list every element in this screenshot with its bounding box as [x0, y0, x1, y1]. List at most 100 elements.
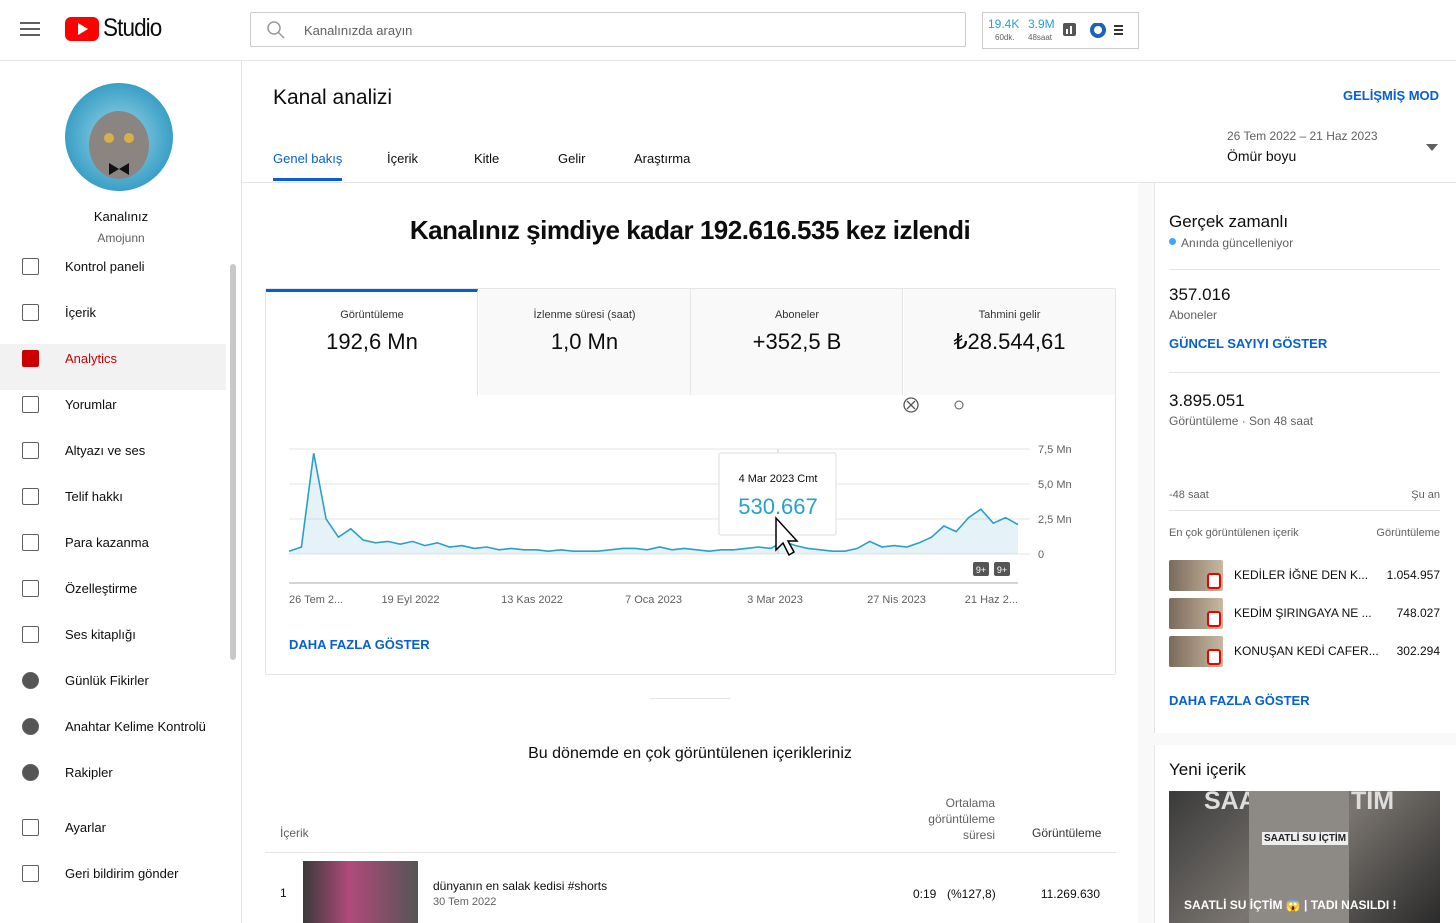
search-box[interactable]: Kanalınızda arayın	[250, 12, 966, 47]
nav-icon	[22, 819, 39, 836]
tab[interactable]: Kitle	[474, 151, 500, 166]
divider	[1169, 269, 1440, 270]
views-count: 3.895.051	[1169, 391, 1245, 410]
nav-item[interactable]: Telif hakkı	[65, 489, 123, 504]
realtime-title: Gerçek zamanlı	[1169, 212, 1289, 231]
nav-icon	[22, 865, 39, 882]
nav-item[interactable]: Yorumlar	[65, 397, 117, 412]
nav-icon	[22, 718, 39, 735]
headline: Kanalınız şimdiye kadar 192.616.535 kez …	[409, 215, 971, 245]
nav-item[interactable]: Ses kitaplığı	[65, 627, 136, 642]
metric-value: ₺28.544,61	[953, 329, 1066, 354]
show-count[interactable]: GÜNCEL SAYIYI GÖSTER	[1169, 336, 1328, 351]
metric-tab[interactable]	[903, 289, 1116, 395]
tab[interactable]: İçerik	[387, 151, 419, 166]
thumbnail[interactable]	[303, 861, 418, 923]
menu-button[interactable]	[20, 21, 40, 37]
y-tick-label: 7,5 Mn	[1038, 444, 1072, 456]
column-header: Ortalama görüntüleme süresi	[928, 796, 995, 842]
tab[interactable]: Gelir	[558, 151, 586, 166]
nav-item[interactable]: Para kazanma	[65, 535, 149, 550]
nav-item[interactable]: Anahtar Kelime Kontrolü	[65, 719, 206, 734]
nav-icon	[22, 304, 39, 321]
video-title[interactable]: KEDİM ŞIRINGAYA NE ...	[1234, 606, 1372, 620]
cursor	[775, 516, 799, 557]
search-placeholder: Kanalınızda arayın	[304, 23, 413, 38]
nav-icon	[22, 672, 39, 689]
channel-avatar[interactable]	[65, 83, 173, 191]
top-bar: Studio Kanalınızda arayın 19.4K 60dk. 3.…	[0, 0, 1456, 61]
nav-item[interactable]: İçerik	[65, 305, 97, 320]
sidebar: Kanalınız Amojunn Kontrol paneli İçerik An…	[0, 61, 242, 923]
axis-label: -48 saat	[1169, 489, 1209, 501]
nav-icon	[22, 580, 39, 597]
new-content-thumbnail[interactable]: SAA TİM SAATLİ SU İÇTİM SAATLİ SU İÇTİM …	[1169, 791, 1440, 923]
duration-percent: (%127,8)	[947, 887, 996, 901]
live-dot	[1169, 238, 1176, 245]
x-tick-label: 13 Kas 2022	[501, 594, 563, 606]
y-tick-label: 5,0 Mn	[1038, 479, 1072, 491]
advanced-mode[interactable]: GELİŞMİŞ MOD	[1343, 88, 1440, 103]
stat-sub: 60dk.	[995, 33, 1015, 42]
nav-item[interactable]: Altyazı ve ses	[65, 443, 146, 458]
caption: SAATLİ SU İÇTİM 😱 | TADI NASILDI !	[1184, 898, 1397, 912]
duration: 0:19	[913, 887, 937, 901]
metric-value: +352,5 B	[752, 329, 842, 354]
nav-icon	[22, 534, 39, 551]
nav-item[interactable]: Günlük Fikirler	[65, 673, 149, 688]
overlay-text: SAA	[1204, 791, 1257, 815]
list-label: Görüntüleme	[1376, 527, 1440, 539]
inner-label: SAATLİ SU İÇTİM	[1262, 832, 1349, 845]
chart-controls[interactable]	[900, 395, 970, 415]
tab[interactable]: Araştırma	[634, 151, 691, 166]
metric-tab[interactable]	[691, 289, 903, 395]
extension-widget[interactable]: 19.4K 60dk. 3.9M 48saat	[982, 12, 1139, 49]
list-label: En çok görüntülenen içerik	[1169, 527, 1299, 539]
content-area	[242, 61, 1138, 923]
stat-sub: 48saat	[1028, 33, 1053, 42]
subs-label: Aboneler	[1169, 308, 1218, 322]
nav-icon	[22, 626, 39, 643]
inner-frame	[1249, 791, 1349, 923]
tooltip-date: 4 Mar 2023 Cmt	[739, 473, 818, 485]
show-more[interactable]: DAHA FAZLA GÖSTER	[289, 637, 430, 652]
shorts-icon	[1207, 611, 1221, 627]
badge-label: 9+	[976, 565, 986, 575]
summary-card	[265, 288, 1116, 675]
nav-item[interactable]: Özelleştirme	[65, 581, 138, 596]
logo-icon[interactable]	[65, 17, 99, 41]
video-title[interactable]: dünyanın en salak kedisi #shorts	[433, 879, 608, 893]
video-title[interactable]: KONUŞAN KEDİ CAFER...	[1234, 644, 1379, 658]
axis-label: Şu an	[1411, 489, 1440, 501]
badge	[994, 562, 1010, 576]
badge-label: 9+	[997, 565, 1007, 575]
tab[interactable]: Genel bakış	[273, 151, 343, 166]
metric-tab[interactable]	[266, 289, 478, 395]
shorts-icon	[1207, 649, 1221, 665]
badge	[973, 562, 989, 576]
nav-icon	[22, 488, 39, 505]
x-tick-label: 26 Tem 2...	[289, 594, 343, 606]
nav-icon	[22, 764, 39, 781]
nav-item[interactable]: Ayarlar	[65, 820, 106, 835]
divider	[265, 852, 1116, 853]
period[interactable]: Ömür boyu	[1227, 148, 1297, 164]
scrollbar[interactable]	[230, 264, 236, 660]
dropdown-arrow[interactable]	[1426, 144, 1438, 151]
metric-tab[interactable]	[478, 289, 691, 395]
line	[288, 453, 1019, 553]
nav-item[interactable]: Rakipler	[65, 765, 113, 780]
video-title[interactable]: KEDİLER İĞNE DEN K...	[1234, 568, 1369, 582]
metric-value: 1,0 Mn	[550, 329, 619, 354]
video-date: 30 Tem 2022	[433, 896, 497, 908]
nav-item[interactable]: Analytics	[65, 351, 118, 366]
nav-item[interactable]: Geri bildirim gönder	[65, 866, 179, 881]
nav-item[interactable]: Kontrol paneli	[65, 259, 145, 274]
metric-label: Aboneler	[774, 309, 820, 321]
divider	[1169, 372, 1440, 373]
nav-icon	[22, 396, 39, 413]
show-more[interactable]: DAHA FAZLA GÖSTER	[1169, 693, 1310, 708]
metric-value: 192,6 Mn	[326, 329, 418, 354]
